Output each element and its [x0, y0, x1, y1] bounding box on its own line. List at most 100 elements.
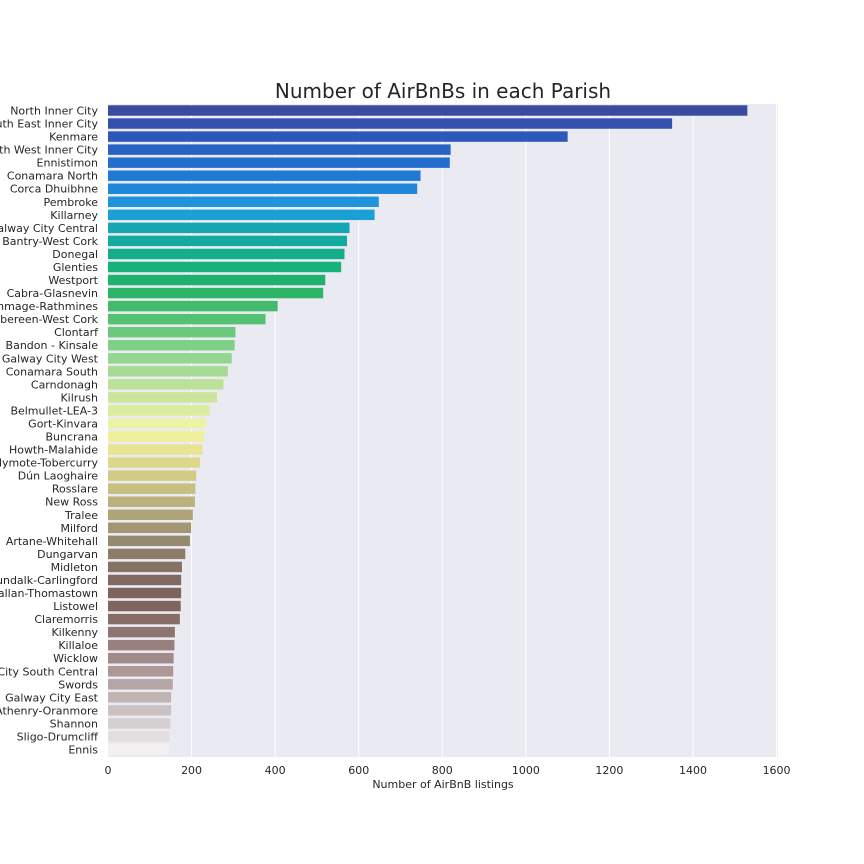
y-tick-label: Callan-Thomastown	[0, 587, 98, 600]
y-tick-label: North Inner City	[10, 105, 98, 118]
x-tick-labels: 0 200 400 600 800 1000 1200 1400 1600	[105, 764, 791, 777]
bar	[108, 183, 418, 194]
bar	[108, 744, 170, 755]
bar	[108, 235, 348, 247]
x-tick-label: 1200	[595, 764, 623, 777]
bar	[108, 248, 345, 260]
y-tick-label: Killaloe	[58, 639, 98, 652]
bar	[108, 666, 174, 677]
y-tick-label: Ennistimon	[37, 157, 98, 170]
bar	[108, 548, 186, 560]
bar	[108, 300, 278, 312]
chart-title: Number of AirBnBs in each Parish	[275, 79, 611, 103]
bar	[108, 379, 224, 390]
x-tick-label: 0	[105, 764, 112, 777]
bar	[108, 679, 173, 690]
bar	[108, 639, 175, 651]
bar	[108, 718, 171, 729]
bar	[108, 418, 207, 429]
bar	[108, 626, 175, 638]
bars	[108, 105, 748, 755]
bar	[108, 587, 182, 599]
y-tick-label: Cork City South Central	[0, 665, 98, 678]
y-tick-label: Ennis	[68, 744, 98, 757]
y-tick-label: Glenties	[53, 261, 98, 274]
bar	[108, 274, 326, 286]
y-tick-label: Athenry-Oranmore	[0, 704, 98, 717]
bar	[108, 405, 210, 416]
bar	[108, 340, 235, 351]
bar	[108, 561, 182, 573]
y-tick-label: New Ross	[45, 496, 98, 509]
y-tick-label: Carndonagh	[31, 378, 98, 391]
bar	[108, 652, 174, 664]
y-tick-label: Westport	[48, 274, 98, 287]
bar	[108, 431, 205, 442]
y-tick-label: Dundalk-Carlingford	[0, 574, 98, 587]
bar	[108, 731, 170, 742]
y-tick-label: Claremorris	[34, 613, 98, 626]
bar	[108, 313, 266, 325]
bar	[108, 522, 192, 534]
y-tick-label: Conamara South	[6, 365, 98, 378]
y-tick-label: Cabra-Glasnevin	[7, 287, 98, 300]
x-tick-label: 400	[265, 764, 286, 777]
y-tick-label: Swords	[58, 678, 98, 691]
y-tick-label: Kimmage-Rathmines	[0, 300, 98, 313]
y-tick-label: Midleton	[51, 561, 98, 574]
y-tick-label: Bantry-West Cork	[2, 235, 98, 248]
y-tick-label: Conamara North	[7, 170, 98, 183]
x-tick-label: 1400	[679, 764, 707, 777]
bar	[108, 157, 450, 168]
y-tick-label: Dún Laoghaire	[18, 470, 99, 483]
y-tick-label: Milford	[60, 522, 98, 535]
bar	[108, 535, 190, 547]
y-tick-label: Bandon - Kinsale	[6, 339, 99, 352]
y-tick-label: Belmullet-LEA-3	[10, 404, 98, 417]
bar	[108, 222, 350, 234]
y-tick-label: Kenmare	[49, 131, 98, 144]
y-tick-label: Artane-Whitehall	[6, 535, 98, 548]
bar	[108, 118, 673, 129]
x-axis-label: Number of AirBnB listings	[372, 778, 514, 791]
y-tick-label: Tralee	[64, 509, 98, 522]
bar	[108, 496, 195, 507]
bar	[108, 574, 182, 586]
bar	[108, 170, 421, 181]
y-tick-label: Dungarvan	[37, 548, 98, 561]
y-tick-label: Kilrush	[60, 391, 98, 404]
bar	[108, 366, 228, 377]
bar	[108, 209, 375, 221]
y-tick-label: Galway City Central	[0, 222, 98, 235]
bar	[108, 392, 218, 403]
bar	[108, 261, 342, 273]
y-tick-label: Pembroke	[44, 196, 99, 209]
bar	[108, 444, 203, 455]
y-tick-label: Corca Dhuibhne	[10, 183, 98, 196]
bar	[108, 105, 748, 116]
x-tick-label: 200	[181, 764, 202, 777]
y-tick-label: Donegal	[52, 248, 98, 261]
y-tick-label: Gort-Kinvara	[28, 417, 98, 430]
y-tick-label: Killarney	[50, 209, 98, 222]
bar	[108, 483, 196, 494]
bar	[108, 144, 451, 155]
x-tick-label: 1600	[763, 764, 791, 777]
bar	[108, 470, 197, 481]
bar	[108, 705, 172, 716]
bar	[108, 287, 324, 299]
x-tick-label: 800	[432, 764, 453, 777]
y-tick-label: Howth-Malahide	[9, 444, 98, 457]
bar	[108, 457, 200, 468]
bar	[108, 131, 568, 142]
x-tick-label: 600	[348, 764, 369, 777]
y-tick-label: Wicklow	[53, 652, 98, 665]
y-tick-label: Rosslare	[52, 483, 98, 496]
bar	[108, 692, 172, 703]
y-tick-label: South East Inner City	[0, 118, 98, 131]
bar	[108, 600, 181, 612]
bar	[108, 326, 236, 338]
y-tick-label: Ballymote-Tobercurry	[0, 457, 98, 470]
